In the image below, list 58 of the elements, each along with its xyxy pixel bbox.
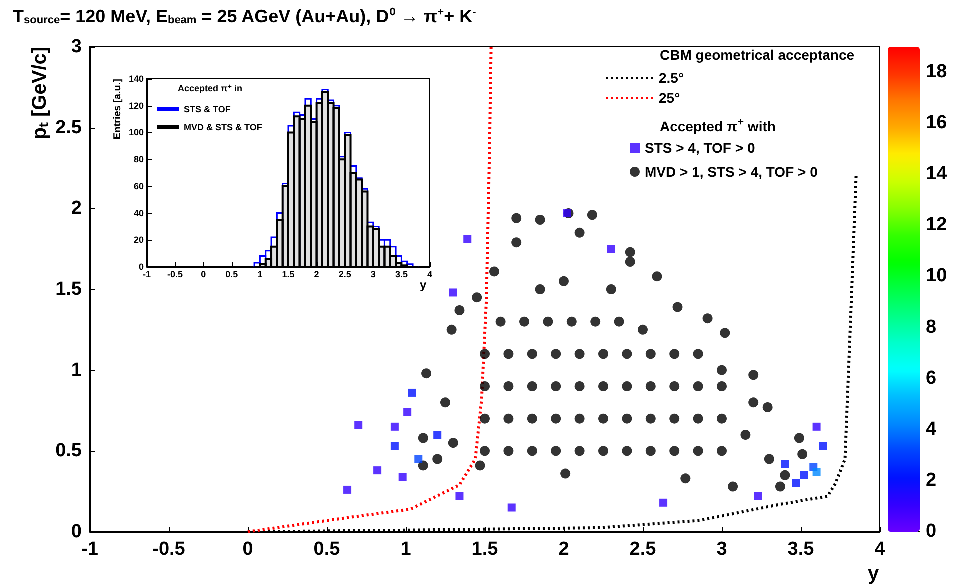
legend-label: STS > 4, TOF > 0 — [645, 140, 756, 156]
color-bar-label: 0 — [926, 521, 937, 542]
x-tick-label: 1.5 — [472, 539, 499, 560]
color-bar-label: 18 — [926, 62, 948, 83]
legend-label: MVD > 1, STS > 4, TOF > 0 — [645, 164, 818, 180]
x-tick-label: 4 — [427, 270, 433, 280]
x-tick-label: 0 — [242, 539, 254, 560]
legend-label: 25° — [659, 90, 680, 106]
y-tick-label: 60 — [134, 181, 144, 192]
legend-title: CBM geometrical acceptance — [660, 47, 855, 63]
y-tick-label: 1 — [71, 360, 82, 381]
x-tick-label: 2.5 — [338, 270, 352, 280]
color-bar-label: 12 — [926, 214, 948, 236]
legend-label: MVD & STS & TOF — [184, 122, 263, 132]
y-tick-label: 0.5 — [56, 440, 82, 462]
x-tick-label: 2 — [558, 539, 570, 560]
y-tick-label: 80 — [134, 154, 144, 165]
y-tick-label: 2.5 — [56, 117, 82, 138]
color-bar-label: 2 — [926, 470, 937, 491]
y-tick-label: 0 — [138, 262, 144, 272]
color-bar-label: 8 — [926, 316, 937, 338]
legend-label: 2.5° — [659, 70, 684, 86]
y-tick-label: 120 — [128, 100, 144, 111]
x-tick-label: -1 — [142, 270, 152, 280]
color-bar-label: 10 — [926, 266, 948, 287]
x-tick-label: 0.5 — [314, 539, 341, 560]
x-tick-label: 1 — [400, 539, 412, 560]
color-bar-label: 14 — [926, 164, 948, 185]
x-tick-label: 3.5 — [788, 539, 815, 560]
y-tick-label: 20 — [134, 235, 144, 246]
x-tick-label: 3 — [716, 539, 728, 560]
x-axis-title: y — [868, 563, 880, 585]
y-tick-label: 0 — [71, 522, 82, 542]
color-bar-label: 6 — [926, 368, 937, 389]
color-bar-label: 16 — [926, 112, 948, 134]
x-tick-label: -1 — [82, 539, 99, 560]
x-tick-label: -0.5 — [168, 270, 184, 280]
x-tick-label: 1.5 — [282, 270, 295, 280]
x-tick-label: 0.5 — [226, 270, 238, 280]
y-axis-title: Entries [a.u.] — [112, 79, 124, 140]
y-tick-label: 140 — [128, 74, 144, 84]
x-tick-label: -0.5 — [152, 539, 186, 560]
x-tick-label: 2.5 — [630, 539, 657, 560]
x-tick-label: 1 — [258, 270, 263, 280]
y-tick-label: 100 — [128, 128, 144, 138]
y-tick-label: 2 — [71, 198, 82, 220]
x-tick-label: 0 — [201, 270, 206, 280]
y-tick-label: 40 — [134, 208, 144, 218]
x-tick-label: 3 — [370, 270, 376, 280]
annotation: Accepted π+ with — [660, 116, 776, 134]
y-axis-title: pₜ [GeV/c] — [29, 47, 51, 140]
x-axis-title: y — [420, 278, 427, 292]
x-tick-label: 2 — [314, 270, 320, 280]
color-bar-label: 4 — [926, 418, 937, 440]
legend-label: STS & TOF — [184, 104, 232, 114]
y-tick-label: 3 — [71, 36, 82, 58]
x-tick-label: 4 — [874, 539, 886, 560]
x-tick-label: 3.5 — [395, 270, 408, 280]
